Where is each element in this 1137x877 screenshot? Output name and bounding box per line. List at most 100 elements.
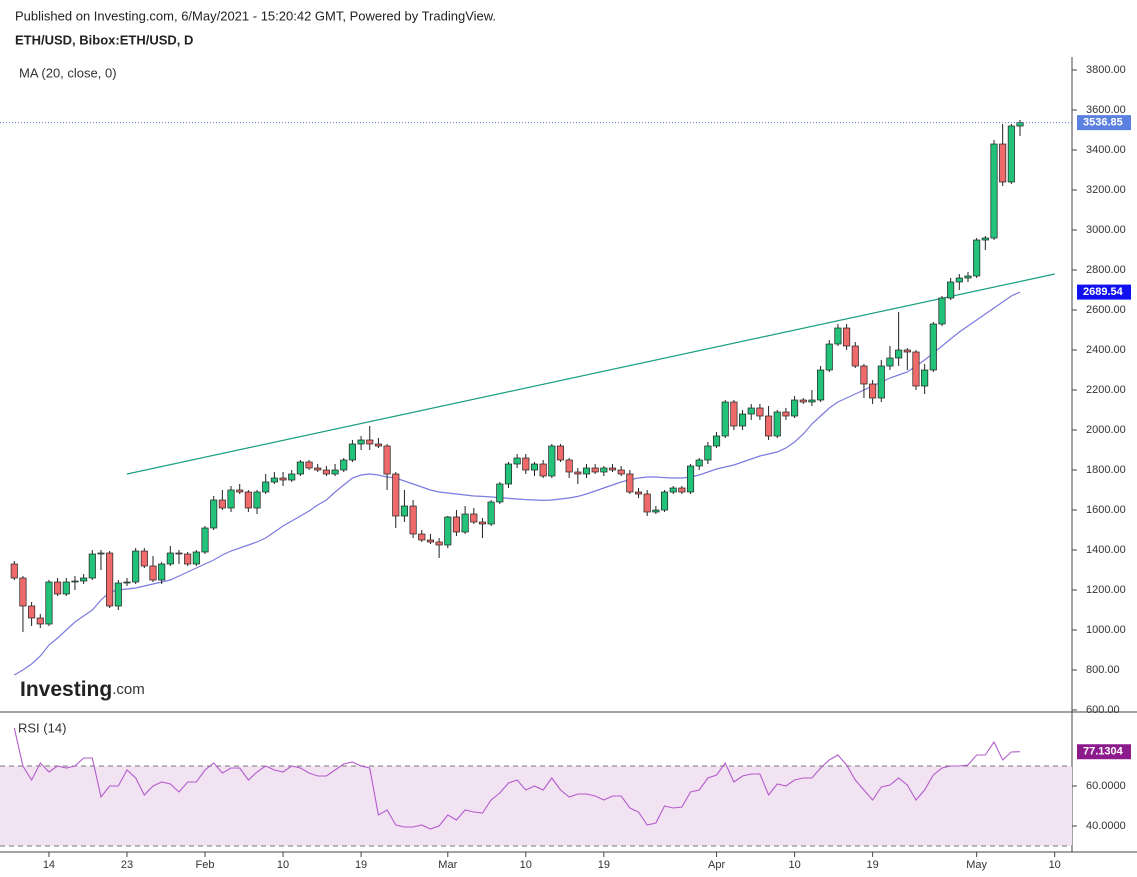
candle-body — [45, 581, 53, 625]
candle-body — [444, 516, 452, 546]
x-tick-label: 10 — [1049, 859, 1061, 871]
candle-body — [825, 343, 833, 371]
trend-line — [126, 273, 1055, 475]
x-tick-label: 10 — [788, 859, 800, 871]
y-tick-label: 1000.00 — [1086, 624, 1126, 636]
candle-body — [348, 443, 356, 461]
candle-body — [461, 513, 469, 533]
candle-body — [877, 365, 885, 399]
candle-body — [192, 551, 200, 565]
candle-body — [964, 275, 972, 279]
candle-body — [678, 487, 686, 493]
candle-body — [184, 553, 192, 565]
candle-body — [513, 457, 521, 465]
candle-body — [218, 499, 226, 509]
candle-body — [227, 489, 235, 509]
candle-body — [912, 351, 920, 387]
candle-body — [634, 491, 643, 495]
value-tag-box — [1077, 115, 1131, 131]
candle-body — [695, 459, 703, 467]
y-tick-label: 800.00 — [1086, 664, 1120, 676]
value-tag-box — [1077, 744, 1131, 760]
logo: Investing.com — [20, 678, 145, 701]
candle-body — [236, 489, 244, 493]
candle-body — [834, 327, 842, 345]
y-tick-label: 2600.00 — [1086, 304, 1126, 316]
candle-body — [574, 471, 582, 475]
candle-body — [452, 516, 460, 533]
candle-body — [713, 435, 721, 447]
candle-body — [19, 577, 27, 607]
ma-line — [13, 291, 1021, 676]
candle-body — [210, 499, 218, 529]
candle-body — [782, 411, 790, 417]
ma-legend: MA (20, close, 0) — [19, 65, 117, 80]
value-tag: 2689.54 — [1083, 286, 1124, 298]
candle-body — [686, 465, 695, 493]
candle-body — [97, 552, 105, 555]
candle-body — [704, 445, 712, 461]
candle-body — [973, 239, 981, 277]
value-tag: 77.1304 — [1083, 746, 1124, 758]
candle-body — [608, 467, 617, 471]
rsi-tick-label: 60.0000 — [1086, 780, 1126, 792]
x-tick-label: 14 — [43, 859, 55, 871]
candle-body — [322, 469, 330, 475]
rsi-tick-label: 40.0000 — [1086, 820, 1126, 832]
candle-body — [400, 505, 408, 517]
candle-body — [201, 527, 209, 553]
candle-body — [617, 469, 625, 475]
x-tick-label: 19 — [866, 859, 878, 871]
y-tick-label: 3000.00 — [1086, 224, 1126, 236]
y-tick-label: 600.00 — [1086, 704, 1120, 716]
candle-body — [28, 605, 36, 619]
candle-body — [817, 369, 825, 401]
x-tick-label: Mar — [438, 859, 457, 871]
candle-body — [418, 533, 426, 541]
candle-body — [496, 483, 504, 503]
logo-brand: Investing — [20, 678, 112, 701]
candle-body — [860, 365, 868, 385]
x-tick-label: May — [966, 859, 987, 871]
candle-body — [799, 399, 807, 403]
candle-body — [149, 565, 157, 581]
candle-body — [331, 469, 339, 475]
rsi-legend: RSI (14) — [18, 720, 66, 735]
candle-body — [296, 461, 304, 475]
candle-body — [955, 277, 963, 283]
value-tag-box — [1077, 284, 1131, 300]
candle-body — [765, 415, 773, 437]
candle-body — [383, 445, 391, 475]
candle-body — [895, 349, 903, 359]
candle-body — [981, 237, 989, 241]
y-tick-label: 3200.00 — [1086, 184, 1126, 196]
candle-body — [660, 491, 669, 511]
candle-body — [539, 463, 547, 477]
candle-body — [270, 477, 278, 483]
candle-body — [669, 487, 677, 493]
candle-body — [756, 407, 764, 417]
candle-body — [600, 467, 608, 473]
rsi-band — [0, 766, 1072, 846]
candle-body — [851, 345, 859, 367]
candle-body — [305, 461, 313, 469]
candle-body — [244, 491, 252, 509]
y-tick-label: 3600.00 — [1086, 104, 1126, 116]
logo-suffix: .com — [112, 681, 145, 698]
x-tick-label: 10 — [277, 859, 289, 871]
candle-body — [947, 281, 955, 299]
candle-body — [582, 467, 591, 475]
y-tick-label: 1800.00 — [1086, 464, 1126, 476]
x-tick-label: Apr — [708, 859, 725, 871]
candle-body — [340, 459, 348, 471]
candle-body — [253, 491, 261, 509]
published-note: Published on Investing.com, 6/May/2021 -… — [15, 8, 496, 23]
candle-body — [730, 401, 738, 427]
candle-body — [556, 445, 565, 461]
y-tick-label: 2200.00 — [1086, 384, 1126, 396]
x-tick-label: 19 — [598, 859, 610, 871]
candle-body — [921, 369, 929, 387]
candle-body — [314, 467, 322, 471]
candle-body — [530, 463, 539, 471]
candle-body — [357, 439, 365, 445]
